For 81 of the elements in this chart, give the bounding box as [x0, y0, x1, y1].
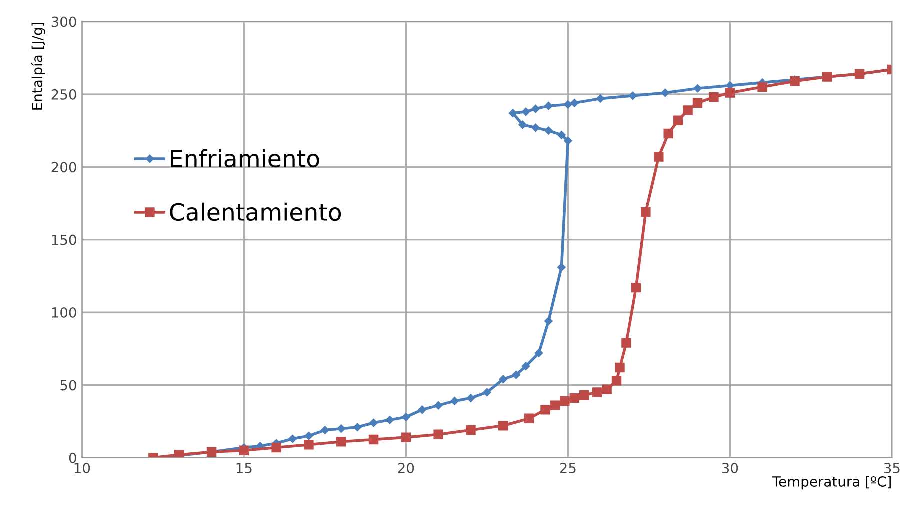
point [450, 397, 459, 406]
point [564, 136, 572, 146]
y-tick-label: 100 [52, 307, 76, 318]
point [558, 263, 566, 272]
point [483, 388, 492, 397]
point [522, 108, 530, 116]
point [758, 82, 768, 92]
point [524, 414, 534, 424]
point [654, 152, 664, 162]
point [664, 128, 674, 139]
point [499, 375, 508, 384]
point [570, 99, 579, 108]
point [550, 400, 560, 410]
point [560, 396, 570, 406]
point [532, 124, 540, 132]
y-tick-label: 250 [52, 89, 76, 100]
point [544, 317, 553, 326]
point [368, 434, 379, 445]
y-axis-title: Entalpía [J/g] [31, 22, 46, 110]
y-tick-label: 50 [60, 380, 76, 391]
point [570, 393, 580, 404]
point [628, 92, 638, 100]
point [631, 282, 642, 293]
point [386, 416, 394, 424]
point [673, 116, 684, 126]
x-tick-label: 10 [74, 463, 90, 474]
point [641, 207, 651, 218]
point [564, 100, 572, 109]
point [272, 442, 282, 453]
y-tick-label: 300 [52, 16, 76, 28]
point [540, 405, 550, 415]
point [661, 88, 670, 98]
x-axis-title: Temperatura [ºC] [772, 476, 891, 490]
point [612, 376, 622, 386]
point [288, 434, 297, 444]
point [692, 98, 703, 108]
point [518, 120, 527, 130]
point [622, 338, 632, 348]
point [544, 102, 553, 110]
point [615, 362, 625, 373]
point [544, 126, 553, 135]
x-tick-label: 25 [560, 463, 576, 474]
point [534, 349, 544, 358]
point [321, 426, 330, 434]
point [434, 401, 443, 410]
point [466, 394, 476, 402]
legend-label: Enfriamiento [171, 149, 320, 168]
point [683, 106, 693, 116]
point [304, 432, 314, 440]
x-tick-label: 15 [236, 463, 252, 474]
point [602, 384, 612, 394]
point [337, 424, 346, 433]
point [709, 92, 719, 102]
y-tick-label: 200 [52, 162, 76, 173]
point [498, 421, 508, 431]
point [532, 104, 540, 114]
point [592, 388, 602, 398]
x-tick-label: 35 [884, 463, 900, 474]
point [508, 109, 518, 118]
point [466, 425, 476, 436]
point [402, 413, 410, 422]
point [558, 131, 566, 140]
legend-label: Calentamiento [170, 202, 342, 222]
point [596, 94, 605, 103]
point [239, 446, 250, 456]
y-tick-label: 150 [52, 234, 76, 246]
point [336, 437, 346, 447]
x-tick-label: 20 [398, 463, 414, 474]
x-tick-label: 30 [722, 463, 738, 474]
y-tick-label: 0 [69, 452, 76, 464]
point [304, 440, 314, 450]
point [694, 84, 702, 93]
point [401, 432, 412, 442]
point [434, 430, 444, 440]
point [522, 362, 530, 370]
point [418, 406, 426, 414]
point [512, 370, 520, 380]
point [725, 88, 736, 98]
point [580, 390, 590, 400]
point [353, 423, 362, 432]
point [370, 418, 378, 428]
